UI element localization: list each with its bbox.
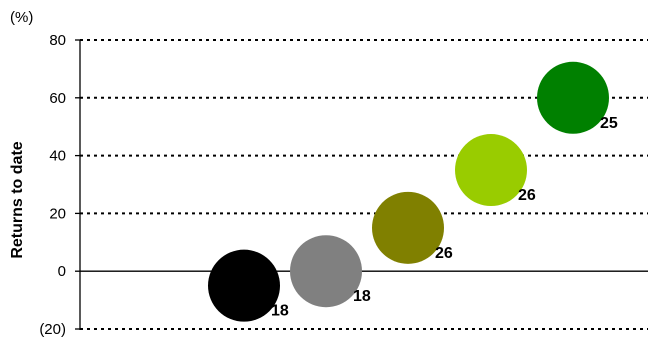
y-tick-label: 80 xyxy=(49,32,66,49)
bubble-label: 26 xyxy=(518,187,536,204)
bubble-series xyxy=(208,61,609,322)
bubble xyxy=(372,191,444,264)
y-tick-label: 0 xyxy=(58,263,66,280)
bubble xyxy=(290,235,362,308)
bubble-label: 25 xyxy=(600,115,618,132)
bubble xyxy=(208,249,280,322)
y-axis-title: Returns to date xyxy=(9,141,26,258)
bubble-data-labels: 18 18 26 26 25 xyxy=(271,115,618,320)
y-tick-labels: 80 60 40 20 0 (20) xyxy=(39,32,66,338)
bubble xyxy=(537,61,609,134)
bubble-label: 18 xyxy=(353,288,371,305)
bubble xyxy=(455,134,527,207)
bubble-label: 18 xyxy=(271,303,289,320)
gridlines xyxy=(75,39,648,330)
bubble-label: 26 xyxy=(435,245,453,262)
y-tick-label: (20) xyxy=(39,321,66,338)
unit-label: (%) xyxy=(10,9,33,26)
y-tick-label: 60 xyxy=(49,90,66,107)
y-tick-label: 20 xyxy=(49,205,66,222)
y-tick-label: 40 xyxy=(49,148,66,165)
